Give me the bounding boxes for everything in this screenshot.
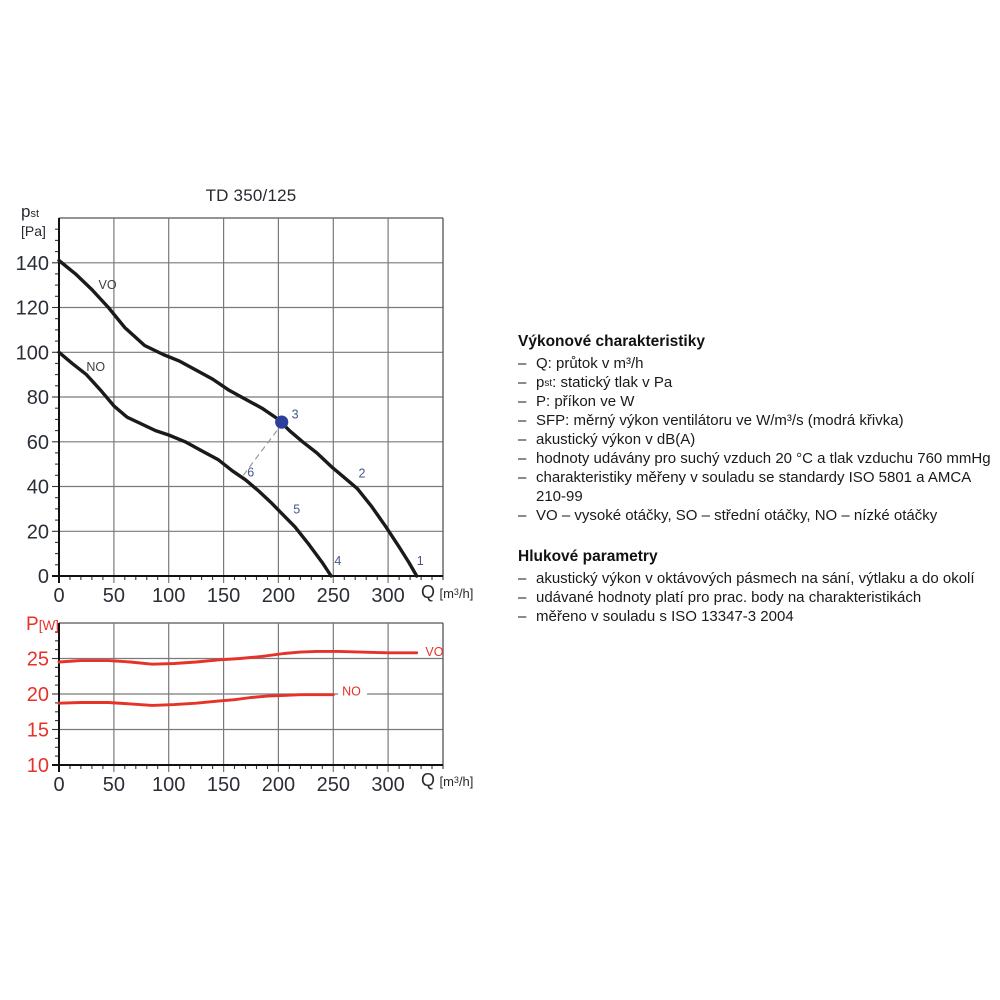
noise-section: Hlukové parametry – akustický výkon v okt… (518, 547, 992, 626)
series-label-bg (338, 681, 368, 697)
list-item: – Q: průtok v m³/h (518, 355, 644, 372)
point-label-3: 3 (292, 407, 299, 421)
pressure-symbol: p (21, 202, 31, 221)
list-item: – charakteristiky měřeny v souladu se sta… (518, 469, 972, 505)
y-tick-label: 120 (16, 298, 49, 320)
list-item: – p st: statický tlak v Pa (518, 374, 673, 391)
x-tick-label: 0 (53, 585, 64, 607)
work-point-marker (275, 415, 289, 429)
x-tick-label: 100 (152, 774, 185, 796)
x-tick-label: 250 (317, 585, 350, 607)
y-tick-label: 20 (27, 684, 49, 706)
list-item: – měřeno v souladu s ISO 13347-3 2004 (518, 608, 794, 625)
list-item: – P: příkon ve W (518, 393, 635, 410)
pressure-unit: [Pa] (21, 223, 46, 239)
x-tick-label: 250 (317, 774, 350, 796)
y-tick-label: 20 (27, 521, 49, 543)
pressure-axis-label: pst [Pa] (21, 203, 46, 240)
performance-section: Výkonové charakteristiky – Q: průtok v m³… (518, 332, 992, 525)
x-tick-label: 300 (371, 585, 404, 607)
list-item: – VO – vysoké otáčky, SO – střední otáčky… (518, 507, 938, 524)
series-curve-no (57, 350, 333, 578)
list-item: – hodnoty udávány pro suchý vzduch 20 °C … (518, 450, 991, 467)
point-label-2: 2 (359, 467, 366, 481)
flow-axis-label-top: Q [m3/h] (421, 582, 474, 602)
point-label-5: 5 (293, 502, 300, 516)
x-tick-label: 150 (207, 585, 240, 607)
y-tick-label: 60 (27, 432, 49, 454)
notes-column: Výkonové charakteristiky – Q: průtok v m³… (518, 332, 992, 626)
list-item: – akustický výkon v oktávových pásmech na… (518, 570, 975, 587)
point-label-1: 1 (417, 554, 424, 568)
y-tick-label: 100 (16, 342, 49, 364)
list-item: – udávané hodnoty platí pro prac. body na… (518, 589, 922, 606)
series-curve-no (57, 693, 335, 707)
performance-section-title: Výkonové charakteristiky (518, 333, 705, 350)
series-label-no: NO (342, 685, 361, 699)
series-label-no: NO (86, 360, 105, 374)
y-tick-label: 0 (38, 566, 49, 588)
series-curve-vo (57, 649, 419, 666)
noise-section-title: Hlukové parametry (518, 548, 658, 565)
list-item: – SFP: měrný výkon ventilátoru ve W/m³/s … (518, 412, 904, 429)
point-label-6: 6 (247, 465, 254, 479)
connector-line (242, 426, 280, 476)
series-label-vo: VO (425, 645, 443, 659)
y-tick-label: 25 (27, 649, 49, 671)
x-tick-label: 200 (262, 585, 295, 607)
chart-title: TD 350/125 (205, 186, 297, 205)
pressure-symbol-sub: st (30, 208, 40, 220)
x-tick-label: 150 (207, 774, 240, 796)
flow-axis-label-bottom: Q [m3/h] (421, 770, 474, 790)
list-item: – akustický výkon v dB(A) (518, 431, 696, 448)
x-tick-label: 50 (103, 774, 125, 796)
x-tick-label: 50 (103, 585, 125, 607)
y-tick-label: 10 (27, 755, 49, 777)
y-tick-label: 140 (16, 253, 49, 275)
power-axis-label: P[W] (26, 614, 59, 635)
point-label-4: 4 (334, 554, 341, 568)
x-tick-label: 100 (152, 585, 185, 607)
x-tick-label: 0 (53, 774, 64, 796)
x-tick-label: 300 (371, 774, 404, 796)
series-label-vo: VO (99, 278, 117, 292)
x-tick-label: 200 (262, 774, 295, 796)
y-tick-label: 15 (27, 720, 49, 742)
y-tick-label: 80 (27, 387, 49, 409)
y-tick-label: 40 (27, 477, 49, 499)
series-curve-vo (57, 258, 419, 578)
